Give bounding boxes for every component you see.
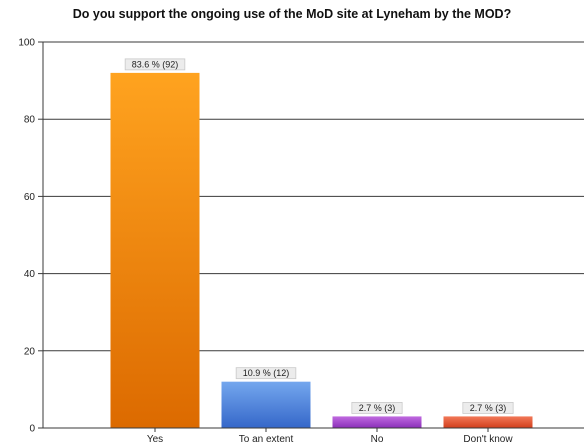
bar	[221, 381, 311, 428]
data-label: 2.7 % (3)	[470, 403, 507, 413]
bar	[332, 416, 422, 428]
y-tick-label: 20	[24, 346, 36, 357]
data-label-box	[235, 367, 297, 380]
x-tick-label: To an extent	[239, 434, 294, 445]
data-label-box	[462, 402, 514, 414]
data-label: 2.7 % (3)	[359, 403, 396, 413]
x-tick-label: Don't know	[463, 434, 513, 445]
y-tick-label: 80	[24, 115, 36, 126]
bar	[443, 416, 533, 428]
y-tick-label: 40	[24, 269, 36, 280]
x-tick-label: Yes	[147, 434, 163, 445]
data-label: 83.6 % (92)	[132, 59, 179, 69]
data-label: 10.9 % (12)	[243, 368, 290, 378]
x-tick-label: No	[371, 434, 384, 445]
data-label-box	[124, 58, 186, 71]
chart-title: Do you support the ongoing use of the Mo…	[72, 7, 512, 21]
y-tick-label: 60	[24, 192, 36, 203]
y-tick-label: 0	[29, 424, 35, 435]
bar	[110, 72, 200, 428]
data-label-box	[351, 402, 403, 414]
y-tick-label: 100	[18, 38, 35, 49]
